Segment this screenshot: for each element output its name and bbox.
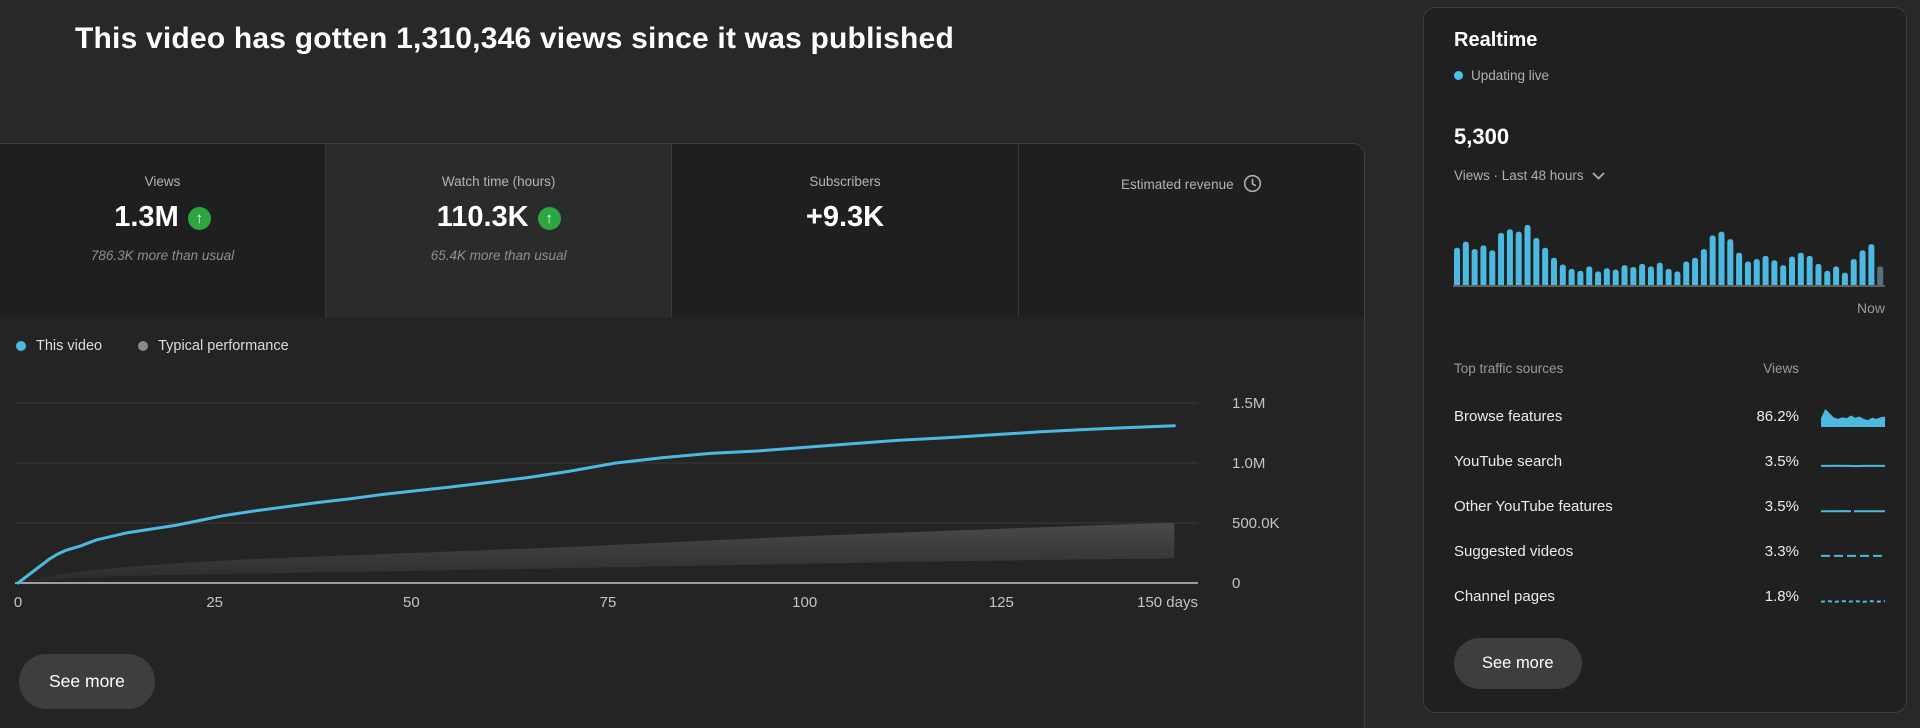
tab-watch-time-value: 110.3K ↑ <box>326 201 671 234</box>
updating-live-label: Updating live <box>1471 68 1550 83</box>
svg-text:75: 75 <box>600 594 617 611</box>
tab-views-value: 1.3M ↑ <box>0 201 325 234</box>
traffic-source-label: YouTube search <box>1454 453 1563 470</box>
tab-subscribers-label: Subscribers <box>809 174 881 189</box>
traffic-views-pct: 3.5% <box>1764 498 1799 515</box>
legend-label: This video <box>36 338 103 354</box>
tab-estimated-revenue-label: Estimated revenue <box>1019 174 1364 193</box>
traffic-row: Browse features 86.2% <box>1454 394 1885 439</box>
performance-chart: 1.5M 1.0M 500.0K 0 0 25 50 75 100 125 150 days <box>14 395 1280 611</box>
now-label: Now <box>1856 300 1885 316</box>
tab-watch-time-label: Watch time (hours) <box>441 174 556 189</box>
legend-this-video: This video <box>16 338 102 354</box>
traffic-source-label: Suggested videos <box>1454 543 1574 560</box>
tab-subscribers-value: +9.3K <box>805 201 885 233</box>
tab-views-label: Views <box>144 174 181 189</box>
svg-text:0: 0 <box>14 594 22 611</box>
traffic-views-pct: 3.3% <box>1764 543 1799 560</box>
traffic-source-label: Other YouTube features <box>1454 498 1613 515</box>
svg-text:25: 25 <box>206 594 223 611</box>
svg-text:125: 125 <box>989 594 1014 611</box>
live-dot-icon <box>1454 71 1463 80</box>
realtime-views-value: 5,300 <box>1454 124 1510 149</box>
up-arrow-icon: ↑ <box>537 207 561 230</box>
traffic-sparkline-chart <box>1821 406 1885 428</box>
see-more-button[interactable]: See more <box>19 654 155 709</box>
traffic-sparkline-chart <box>1821 496 1885 518</box>
chart-legend: This video Typical performance <box>16 338 289 354</box>
traffic-rows: Browse features 86.2% YouTube search 3.5% Ot… <box>1454 394 1886 619</box>
tab-watch-time[interactable]: Watch time (hours) 110.3K ↑ 65.4K more th… <box>326 144 673 317</box>
svg-text:500.0K: 500.0K <box>1232 515 1280 532</box>
traffic-sources-header: Top traffic sources Views <box>1454 361 1799 376</box>
tab-views-delta: 786.3K more than usual <box>90 248 235 263</box>
traffic-sparkline-chart <box>1820 586 1886 608</box>
realtime-card: Realtime Updating live 5,300 Views · Las… <box>1423 7 1907 713</box>
tab-subscribers[interactable]: Subscribers +9.3K <box>672 144 1019 317</box>
svg-text:0: 0 <box>1232 575 1240 592</box>
traffic-row: Other YouTube features 3.5% <box>1454 484 1885 529</box>
svg-text:100: 100 <box>792 594 817 611</box>
traffic-views-column-label: Views <box>1763 361 1799 376</box>
traffic-views-pct: 86.2% <box>1756 408 1799 425</box>
svg-text:1.5M: 1.5M <box>1232 395 1265 412</box>
chevron-down-icon <box>1591 171 1605 180</box>
traffic-sparkline-chart <box>1821 541 1885 563</box>
views-caption-label: Views · Last 48 hours <box>1454 168 1584 183</box>
traffic-views-pct: 3.5% <box>1764 453 1799 470</box>
legend-dot-typical <box>138 341 149 351</box>
svg-text:1.0M: 1.0M <box>1232 455 1265 472</box>
up-arrow-icon: ↑ <box>187 207 211 230</box>
traffic-views-pct: 1.8% <box>1764 588 1799 605</box>
svg-text:150 days: 150 days <box>1137 594 1198 611</box>
traffic-sparkline-chart <box>1821 451 1885 473</box>
realtime-see-more-button[interactable]: See more <box>1454 638 1582 689</box>
svg-text:50: 50 <box>403 594 420 611</box>
realtime-views-filter[interactable]: Views · Last 48 hours <box>1454 168 1605 183</box>
traffic-row: Suggested videos 3.3% <box>1454 529 1885 574</box>
legend-label: Typical performance <box>158 338 289 354</box>
traffic-sources-title: Top traffic sources <box>1454 361 1564 376</box>
realtime-bar-chart <box>1453 224 1885 287</box>
tab-views[interactable]: Views 1.3M ↑ 786.3K more than usual <box>0 144 326 317</box>
traffic-row: YouTube search 3.5% <box>1454 439 1885 484</box>
traffic-row: Channel pages 1.8% <box>1454 574 1886 619</box>
traffic-source-label: Channel pages <box>1454 588 1555 605</box>
legend-typical-performance: Typical performance <box>138 338 289 354</box>
traffic-source-label: Browse features <box>1454 408 1563 425</box>
tab-watch-time-delta: 65.4K more than usual <box>430 248 567 263</box>
realtime-title: Realtime <box>1454 29 1538 51</box>
page-title: This video has gotten 1,310,346 views si… <box>75 22 954 55</box>
tab-estimated-revenue[interactable]: Estimated revenue <box>1018 144 1364 317</box>
clock-icon <box>1243 174 1261 193</box>
realtime-status: Updating live <box>1454 68 1549 83</box>
legend-dot-this-video <box>16 341 26 351</box>
metric-tabs: Views 1.3M ↑ 786.3K more than usual Watch… <box>0 144 1364 317</box>
